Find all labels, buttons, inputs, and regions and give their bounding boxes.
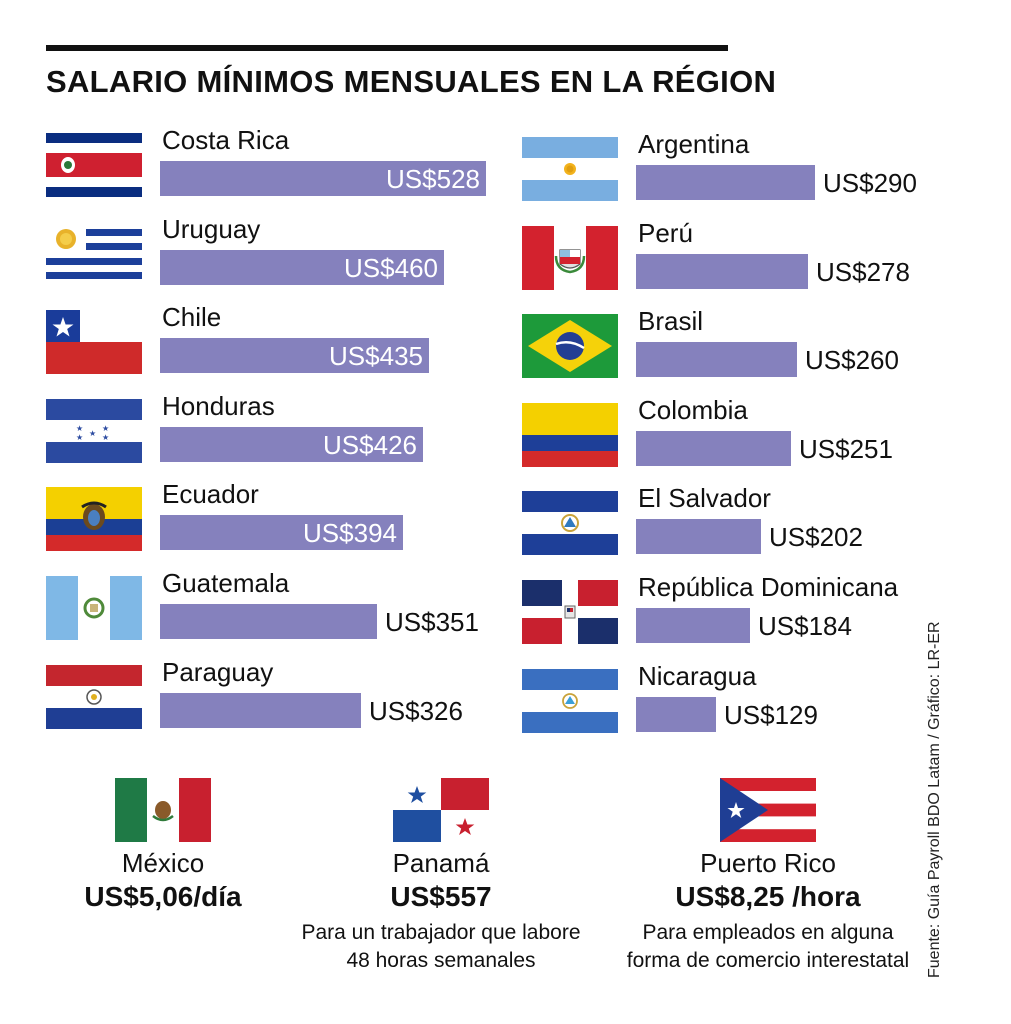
- chile-flag: [46, 310, 142, 375]
- svg-text:★: ★: [76, 433, 83, 442]
- wage-note: Para un trabajador que labore 48 horas se…: [291, 919, 591, 975]
- country-label: Guatemala: [162, 568, 290, 598]
- country-label: Uruguay: [162, 213, 261, 244]
- row-ecuador: Ecuador US$394: [46, 479, 526, 559]
- value-label: US$460: [344, 252, 438, 283]
- wage-note: Para empleados en alguna forma de comerci…: [618, 919, 918, 975]
- value-label: US$435: [329, 341, 423, 372]
- country-label: Ecuador: [162, 479, 259, 510]
- bar: [636, 342, 797, 378]
- bar: [160, 515, 403, 551]
- wage-value: US$5,06/día: [84, 881, 242, 912]
- row-chile: Chile US$435: [46, 302, 526, 382]
- row-rep-blica-dominicana: República Dominicana US$184: [522, 572, 1002, 652]
- bar: [636, 253, 808, 289]
- extra-panam-: Panamá US$557 Para un trabajador que labor…: [291, 778, 591, 975]
- value-label: US$528: [386, 164, 480, 194]
- honduras-flag: ★ ★ ★ ★ ★: [46, 398, 142, 463]
- country-label: Colombia: [638, 394, 748, 425]
- value-label: US$260: [805, 345, 899, 376]
- costa-rica-flag: [46, 133, 142, 197]
- dominican-republic-flag: [522, 580, 618, 644]
- bar: [160, 161, 486, 196]
- wage-value: US$8,25 /hora: [675, 881, 861, 912]
- extra-puerto-rico: Puerto Rico US$8,25 /hora Para empleados e…: [618, 778, 918, 975]
- row-nicaragua: Nicaragua US$129: [522, 661, 1002, 741]
- value-label: US$326: [369, 695, 463, 726]
- brazil-flag: [522, 314, 618, 379]
- peru-flag: [522, 225, 618, 290]
- bar: [636, 165, 815, 200]
- value-label: US$290: [823, 168, 917, 198]
- row-uruguay: Uruguay US$460: [46, 214, 526, 294]
- country-label: Chile: [162, 302, 222, 333]
- value-label: US$184: [758, 611, 852, 641]
- mexico-flag: [115, 778, 211, 842]
- puerto-rico-flag: [720, 778, 816, 842]
- row-honduras: ★ ★ ★ ★ ★ Honduras US$426: [46, 391, 526, 471]
- country-label: Panamá: [392, 848, 490, 878]
- row-guatemala: Guatemala US$351: [46, 568, 526, 648]
- bar: [636, 519, 761, 555]
- value-label: US$278: [816, 256, 910, 287]
- row-colombia: Colombia US$251: [522, 395, 1002, 475]
- value-label: US$251: [799, 433, 893, 464]
- row-argentina: Argentina US$290: [522, 129, 1002, 209]
- country-label: Perú: [638, 217, 693, 248]
- country-label: Brasil: [638, 306, 704, 337]
- value-label: US$394: [303, 518, 397, 549]
- country-label: Argentina: [638, 129, 750, 159]
- value-label: US$129: [724, 699, 818, 730]
- note-line: forma de comercio interestatal: [626, 949, 910, 972]
- country-label: Paraguay: [162, 656, 274, 687]
- nicaragua-flag: [522, 668, 618, 733]
- country-label: Puerto Rico: [700, 848, 836, 878]
- country-label: El Salvador: [638, 483, 771, 514]
- bar: [160, 604, 377, 639]
- bar: [636, 608, 750, 643]
- svg-text:★: ★: [102, 433, 109, 442]
- row-paraguay: Paraguay US$326: [46, 657, 526, 737]
- chart-title: SALARIO MÍNIMOS MENSUALES EN LA RÉGION: [46, 64, 777, 99]
- wage-value: US$557: [390, 881, 492, 912]
- row-per-: Perú US$278: [522, 218, 1002, 298]
- row-costa-rica: Costa Rica US$528: [46, 125, 526, 205]
- panama-flag: [393, 778, 489, 842]
- uruguay-flag: [46, 221, 142, 286]
- value-label: US$202: [769, 522, 863, 553]
- svg-text:★: ★: [89, 429, 96, 438]
- top-rule: [46, 45, 728, 51]
- bar: [160, 249, 444, 285]
- guatemala-flag: [46, 576, 142, 640]
- value-label: US$351: [385, 607, 479, 637]
- row-el-salvador: El Salvador US$202: [522, 483, 1002, 563]
- note-line: Para empleados en alguna: [642, 921, 894, 944]
- country-label: Honduras: [162, 390, 275, 421]
- country-label: México: [121, 848, 205, 878]
- note-line: Para un trabajador que labore: [301, 921, 581, 944]
- country-label: Nicaragua: [638, 660, 757, 691]
- el-salvador-flag: [522, 491, 618, 556]
- bar: [160, 338, 429, 374]
- row-brasil: Brasil US$260: [522, 306, 1002, 386]
- bar: [636, 430, 791, 466]
- argentina-flag: [522, 137, 618, 201]
- colombia-flag: [522, 402, 618, 467]
- value-label: US$426: [323, 429, 417, 460]
- bar: [160, 692, 361, 728]
- bar: [160, 426, 423, 462]
- extra-m-xico: México US$5,06/día: [13, 778, 313, 913]
- paraguay-flag: [46, 664, 142, 729]
- source-note: Fuente: Guía Payroll BDO Latam / Gráfico…: [926, 621, 943, 978]
- bar: [636, 696, 716, 732]
- svg-text:★: ★: [102, 424, 109, 433]
- country-label: Costa Rica: [162, 125, 290, 155]
- note-line: 48 horas semanales: [346, 949, 536, 972]
- svg-text:★: ★: [76, 424, 83, 433]
- ecuador-flag: [46, 487, 142, 552]
- country-label: República Dominicana: [638, 572, 899, 602]
